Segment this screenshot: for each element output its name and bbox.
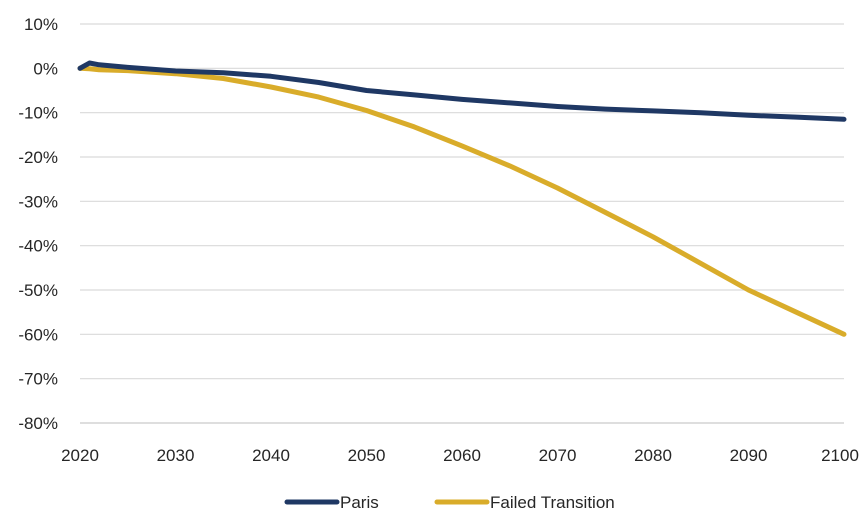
x-axis-ticks: 2020 2030 2040 2050 2060 2070 2080 2090 2100 [61, 446, 859, 465]
y-tick-label: -10% [18, 104, 58, 123]
y-tick-label: -80% [18, 414, 58, 433]
series-line-paris [77, 60, 847, 122]
y-tick-label: -40% [18, 237, 58, 256]
x-tick-label: 2040 [252, 446, 290, 465]
x-tick-label: 2030 [157, 446, 195, 465]
x-tick-label: 2100 [821, 446, 859, 465]
y-tick-label: -70% [18, 370, 58, 389]
x-tick-label: 2020 [61, 446, 99, 465]
legend-label: Failed Transition [490, 493, 615, 512]
series-line-failed-transition [77, 65, 847, 337]
y-tick-label: -50% [18, 281, 58, 300]
y-tick-label: 10% [24, 15, 58, 34]
y-tick-label: -60% [18, 325, 58, 344]
x-tick-label: 2050 [348, 446, 386, 465]
y-axis-ticks: 10% 0% -10% -20% -30% -40% -50% -60% -70% -80% [18, 15, 58, 433]
y-tick-label: -30% [18, 192, 58, 211]
series-lines [77, 60, 847, 337]
legend-label: Paris [340, 493, 379, 512]
y-tick-label: -20% [18, 148, 58, 167]
gridlines [80, 23, 844, 424]
x-tick-label: 2080 [634, 446, 672, 465]
x-tick-label: 2060 [443, 446, 481, 465]
legend: Paris Failed Transition [284, 493, 615, 512]
x-tick-label: 2070 [539, 446, 577, 465]
y-tick-label: 0% [33, 59, 58, 78]
x-tick-label: 2090 [730, 446, 768, 465]
